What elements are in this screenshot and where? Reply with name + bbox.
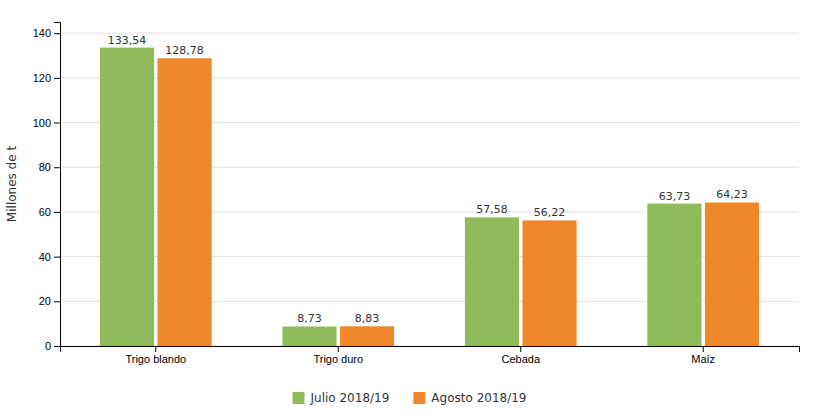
x-tick: Trigo blando <box>125 346 186 365</box>
y-tick-label: 100 <box>33 117 51 129</box>
legend-swatch <box>413 392 425 404</box>
bar <box>705 202 759 346</box>
y-tick-mark <box>54 33 60 34</box>
y-tick: 40 <box>39 251 60 263</box>
y-tick-label: 0 <box>45 340 51 352</box>
y-tick: 60 <box>39 206 60 218</box>
legend-label: Agosto 2018/19 <box>431 391 526 405</box>
x-tick-mark <box>338 346 339 352</box>
legend-item: Julio 2018/19 <box>293 391 390 405</box>
bar <box>522 220 576 346</box>
data-label: 63,73 <box>659 190 691 203</box>
y-tick: 80 <box>39 161 60 173</box>
y-tick-mark <box>54 301 60 302</box>
bar <box>647 204 701 346</box>
x-tick-mark <box>520 346 521 352</box>
legend: Julio 2018/19 Agosto 2018/19 <box>293 391 527 405</box>
y-tick: 140 <box>33 27 60 39</box>
plot: 133,54 8,73 57,58 63,73 128,78 8,83 56,22 64,23… <box>33 23 800 365</box>
bar <box>282 326 336 346</box>
bars <box>100 48 759 346</box>
data-label: 8,83 <box>355 312 380 325</box>
y-tick: 20 <box>39 295 60 307</box>
y-tick-label: 140 <box>33 27 51 39</box>
x-tick-label: Maíz <box>691 353 715 365</box>
x-tick: Trigo duro <box>313 346 363 365</box>
y-tick: 100 <box>33 117 60 129</box>
y-tick-label: 40 <box>39 251 51 263</box>
data-label: 8,73 <box>297 312 322 325</box>
y-tick-mark <box>54 346 60 347</box>
y-tick-mark <box>54 167 60 168</box>
y-axis: 0 20 40 60 80 100 120 140 <box>33 23 61 353</box>
chart: 133,54 8,73 57,58 63,73 128,78 8,83 56,22 64,23… <box>0 0 819 418</box>
y-tick-label: 20 <box>39 295 51 307</box>
y-tick-mark <box>54 257 60 258</box>
y-axis-line <box>54 23 61 347</box>
data-labels: 133,54 8,73 57,58 63,73 128,78 8,83 56,22 64,23 <box>108 34 748 326</box>
legend-label: Julio 2018/19 <box>310 391 390 405</box>
grid-line <box>60 33 799 34</box>
x-tick-mark <box>155 346 156 352</box>
x-tick: Maíz <box>691 346 715 365</box>
y-tick-mark <box>54 78 60 79</box>
x-tick-label: Trigo blando <box>125 353 186 365</box>
grid <box>60 33 799 346</box>
bar <box>100 48 154 346</box>
bar-series <box>158 58 760 346</box>
x-axis: Trigo blando Trigo duro Cebada Maíz <box>61 346 800 365</box>
bar-series <box>100 48 702 346</box>
bar <box>465 217 519 346</box>
legend-swatch <box>293 392 305 404</box>
data-label: 56,22 <box>534 206 566 219</box>
bar <box>340 326 394 346</box>
y-tick: 0 <box>45 340 60 352</box>
y-tick-label: 60 <box>39 206 51 218</box>
data-label: 64,23 <box>716 188 748 201</box>
chart-container: 133,54 8,73 57,58 63,73 128,78 8,83 56,22 64,23… <box>0 0 819 418</box>
y-tick-label: 80 <box>39 161 51 173</box>
x-axis-line <box>61 347 800 353</box>
y-tick: 120 <box>33 72 60 84</box>
legend-item: Agosto 2018/19 <box>413 391 526 405</box>
y-tick-label: 120 <box>33 72 51 84</box>
data-label: 57,58 <box>476 203 508 216</box>
data-label: 133,54 <box>108 34 147 47</box>
y-axis-title: Millones de t <box>5 146 19 223</box>
x-tick-label: Cebada <box>501 353 540 365</box>
x-tick-label: Trigo duro <box>313 353 363 365</box>
bar <box>158 58 212 346</box>
y-tick-mark <box>54 123 60 124</box>
y-tick-mark <box>54 212 60 213</box>
x-tick-mark <box>703 346 704 352</box>
data-label: 128,78 <box>165 44 204 57</box>
x-tick: Cebada <box>501 346 540 365</box>
